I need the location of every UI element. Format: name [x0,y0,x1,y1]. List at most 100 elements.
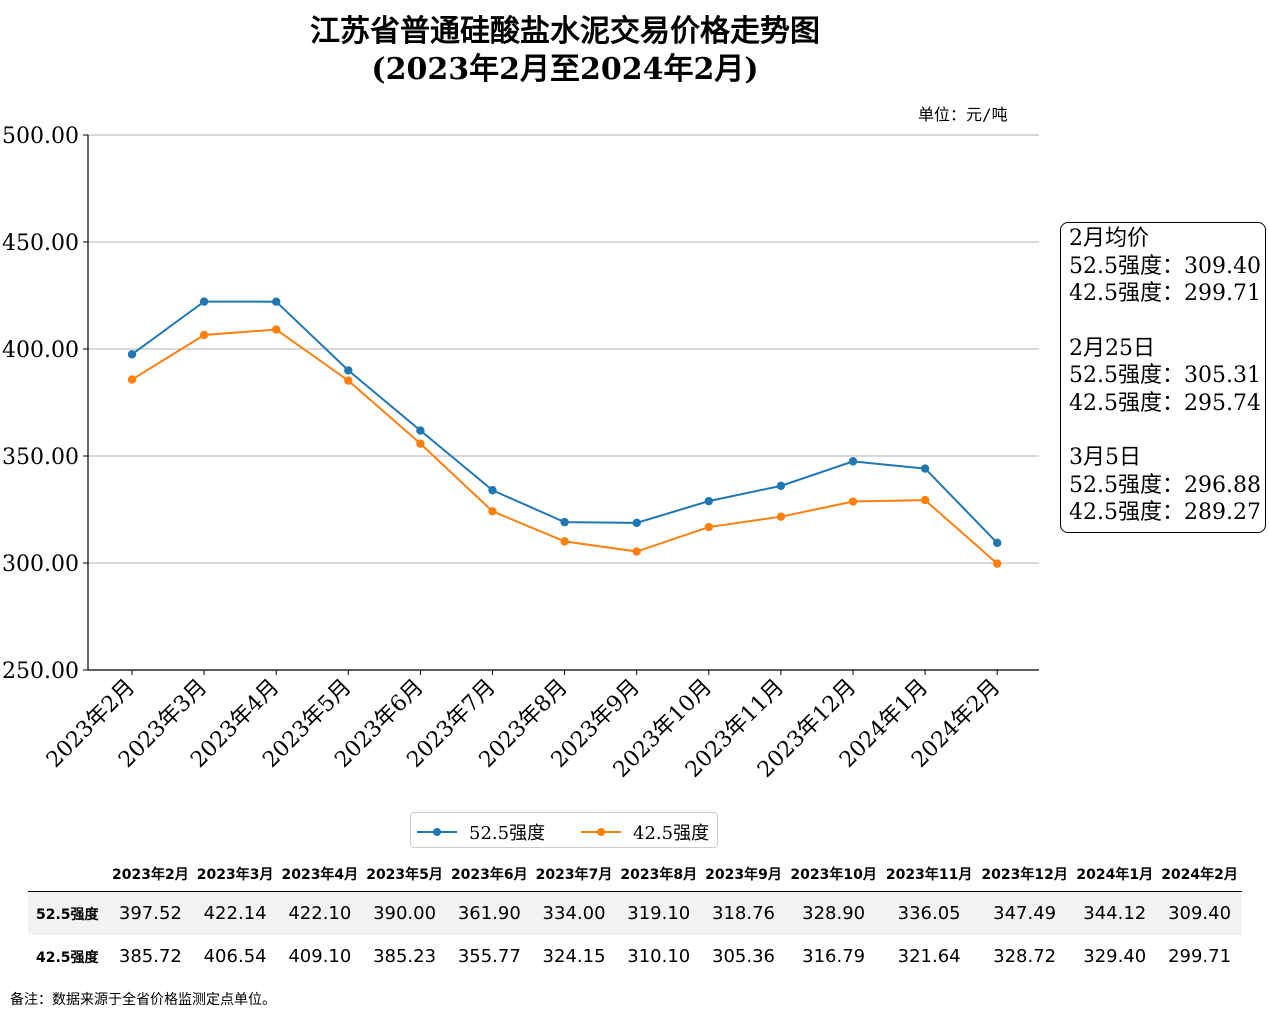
table-cell: 334.00 [531,891,617,935]
table-cell: 336.05 [881,891,977,935]
summary-heading: 2月25日 [1069,335,1155,361]
table-column-header: 2023年7月 [531,857,617,892]
table-column-header: 2023年3月 [192,857,278,892]
table-cell: 355.77 [457,946,521,967]
table-cell: 397.52 [108,891,193,935]
table-column-header: 2023年12月 [976,857,1073,892]
table-column-header: 2023年4月 [277,857,363,892]
table-header-row: 2023年2月 2023年3月 2023年4月 2023年5月 2023年6月 2023年… [28,857,1242,892]
table-column-header: 2024年2月 [1157,857,1242,892]
series-line-1 [131,328,998,565]
unit-label: 单位：元/吨 [918,105,1008,124]
data-point [127,350,137,359]
table-cell: 406.54 [203,946,267,967]
table-corner [28,857,108,892]
data-point [776,481,786,491]
price-table: 2023年2月 2023年3月 2023年4月 2023年5月 2023年6月 2023年… [28,857,1242,978]
table-cell: 347.49 [976,891,1073,935]
table-cell: 309.40 [1157,891,1242,935]
table-column-header: 2023年2月 [108,857,193,892]
summary-value: 52.5强度：309.40 [1069,253,1261,279]
data-point [632,547,641,556]
table-body: 52.5强度 397.52 422.14 422.10 390.00 361.90 334.… [28,891,1242,979]
summary-heading: 3月5日 [1069,445,1141,470]
table-cell: 344.12 [1072,891,1158,935]
data-point [632,518,641,528]
data-point [920,495,930,505]
table-row-header: 52.5强度 [28,891,108,935]
table-cell: 319.10 [616,891,702,935]
data-point [416,439,425,448]
data-point [993,538,1002,548]
data-point [199,297,209,306]
line-chart: 250.00300.00350.00400.00450.00500.002023… [2,124,1039,783]
legend-label-52-5: 52.5强度 [469,823,546,844]
chart-title: 江苏省普通硅酸盐水泥交易价格走势图 [310,14,820,49]
y-tick-label: 350.00 [2,445,79,470]
footnote: 备注：数据来源于全省价格监测定点单位。 [10,992,276,1008]
data-point [993,559,1002,568]
summary-group: 2月25日 52.5强度：305.31 42.5强度：295.74 [1069,335,1265,418]
table-column-header: 2023年6月 [446,857,532,892]
legend-line-52-5-icon [417,828,457,836]
data-point [199,330,209,340]
table-cell: 385.72 [118,946,182,967]
table-cell: 316.79 [802,946,866,967]
legend-item-52-5: 52.5强度 [417,819,545,845]
table-cell: 321.64 [897,946,961,967]
data-point [488,507,497,516]
table-cell: 390.00 [362,891,447,935]
table-cell: 324.15 [542,946,606,967]
table-cell: 328.90 [785,891,882,935]
table-cell: 422.10 [277,891,363,935]
table-cell: 299.71 [1168,946,1232,967]
y-tick-label: 450.00 [2,231,79,256]
table-cell: 385.23 [373,946,437,967]
summary-value: 42.5强度：299.71 [1069,281,1261,306]
table-column-header: 2023年5月 [362,857,447,892]
data-point [344,366,353,375]
table-row-header: 42.5强度 [36,949,99,966]
y-tick-label: 400.00 [2,338,79,363]
data-point [704,496,713,506]
chart-subtitle: (2023年2月至2024年2月) [371,52,759,87]
summary-value: 52.5强度：305.31 [1069,363,1261,388]
data-point [344,376,353,385]
table-cell: 305.36 [712,946,775,967]
data-point [920,464,930,473]
table-cell: 422.14 [192,891,278,935]
y-tick-label: 250.00 [2,659,79,684]
table-column-header: 2023年11月 [881,857,977,892]
table-cell: 329.40 [1083,946,1147,967]
summary-value: 42.5强度：289.27 [1069,500,1261,525]
data-point [776,512,786,521]
summary-value: 42.5强度：295.74 [1069,390,1261,416]
table-cell: 409.10 [288,946,352,967]
summary-group: 2月均价 52.5强度：309.40 42.5强度：299.71 [1069,225,1265,308]
data-point [416,426,425,435]
table-cell: 361.90 [446,891,532,935]
price-summary-box: 2月均价 52.5强度：309.40 42.5强度：299.71 2月25日 52.5强… [1060,222,1266,533]
series-line-0 [131,300,998,544]
table-column-header: 2023年10月 [785,857,882,892]
data-point [560,517,569,527]
table-row: 52.5强度 397.52 422.14 422.10 390.00 361.90 334.… [28,891,1242,935]
legend-label-42-5: 42.5强度 [633,823,710,844]
data-point [272,297,281,306]
y-tick-label: 500.00 [2,124,79,149]
data-point [704,522,713,532]
chart-legend: 52.5强度 42.5强度 [410,812,718,848]
data-point [848,497,858,506]
table-cell: 328.72 [993,946,1057,967]
summary-group: 3月5日 52.5强度：296.88 42.5强度：289.27 [1069,444,1265,527]
table-column-header: 2023年9月 [701,857,786,892]
table-cell: 310.10 [627,946,691,967]
y-tick-label: 300.00 [2,552,79,577]
data-point [272,325,281,334]
legend-item-42-5: 42.5强度 [581,819,709,845]
data-point [848,457,858,466]
summary-heading: 2月均价 [1069,226,1149,251]
table-column-header: 2023年8月 [616,857,702,892]
table-cell: 318.76 [701,891,786,935]
legend-line-42-5-icon [581,828,621,836]
